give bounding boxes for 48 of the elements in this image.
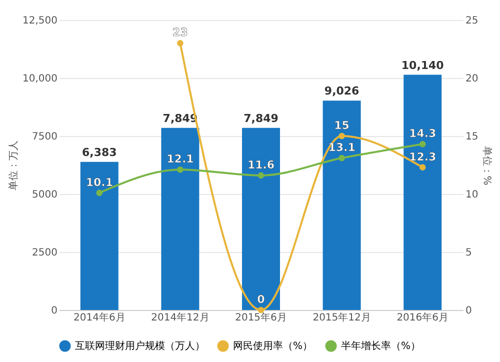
data-label: 12.1 [166,152,194,166]
data-label: 13.1 [328,141,356,154]
bar [322,100,361,310]
y-tick-label: 2500 [32,248,58,258]
data-label: 10.1 [86,176,113,189]
point [419,140,426,148]
y-tick-label: 12,500 [22,16,58,26]
y2-tick-label: 5 [466,248,472,258]
x-tick-label: 2014年6月 [73,312,126,324]
x-tick-label: 2015年6月 [235,312,287,324]
data-label: 0 [257,293,266,306]
y-tick-label: 5000 [32,190,58,200]
data-label: 10,140 [401,58,444,72]
data-label: 6,383 [82,146,117,159]
y-tick-label: 7500 [32,132,58,142]
data-label: 23 [172,26,188,40]
data-label: 15 [334,119,350,132]
bar [80,162,118,310]
point [338,132,345,140]
y2-tick-label: 0 [466,306,472,316]
x-tick-label: 2014年12月 [151,312,210,324]
y2-tick-label: 10 [466,190,478,200]
bar [242,128,280,310]
point [96,190,103,196]
x-tick-label: 2016年6月 [396,312,449,324]
legend-label: 互联网理财用户规模（万人） [75,340,205,352]
point [258,172,264,179]
point [419,164,426,170]
bar [161,128,200,310]
y-axis-title: 单位：万人 [8,140,20,190]
data-label: 12.3 [409,150,436,164]
data-label: 14.3 [409,127,436,140]
bar [404,74,442,310]
data-label: 11.6 [247,158,275,172]
y-tick-label: 0 [51,306,58,316]
data-label: 7,849 [244,112,278,125]
point [177,40,184,46]
y2-axis-title: 单位：% [481,146,494,186]
y2-tick-label: 15 [466,132,478,142]
legend-label: 半年增长率（%） [341,340,421,352]
y2-tick-label: 20 [466,74,478,84]
point [177,166,184,173]
y2-tick-label: 25 [466,16,478,26]
y-tick-label: 10,000 [22,74,58,84]
legend-label: 网民使用率（%） [233,340,313,352]
data-label: 9,026 [324,84,360,98]
point [338,154,345,162]
x-tick-label: 2015年12月 [312,312,371,324]
